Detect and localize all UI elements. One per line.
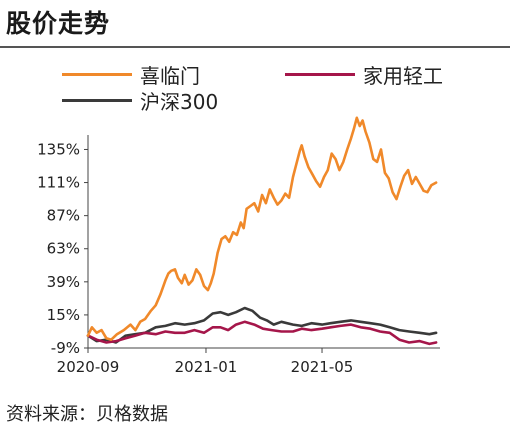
series-line-jiayong [86, 320, 438, 346]
y-tick-label: 87% [47, 207, 80, 225]
y-tick-label: 15% [47, 306, 80, 324]
title-divider [0, 46, 510, 48]
legend-swatch-hs300 [62, 99, 132, 102]
y-tick-label: 63% [47, 240, 80, 258]
legend-item-xilinmen: 喜临门 [62, 60, 200, 89]
y-tick-label: 111% [37, 174, 80, 192]
legend-item-hs300: 沪深300 [62, 86, 218, 115]
series-line-hs300 [86, 306, 438, 344]
legend-label-xilinmen: 喜临门 [140, 64, 200, 88]
series-line-xilinmen [86, 116, 438, 342]
y-tick-label: 135% [37, 140, 80, 158]
legend-item-jiayong: 家用轻工 [285, 60, 443, 89]
x-tick-label: 2021-01 [175, 358, 238, 376]
legend-label-jiayong: 家用轻工 [363, 64, 443, 88]
legend-label-hs300: 沪深300 [140, 90, 219, 114]
legend-swatch-xilinmen [62, 73, 132, 76]
x-tick-label: 2020-09 [57, 358, 120, 376]
page-title: 股价走势 [6, 9, 111, 38]
source-note: 资料来源：贝格数据 [6, 404, 168, 425]
x-tick-label: 2021-05 [291, 358, 354, 376]
legend-swatch-jiayong [285, 73, 355, 76]
y-tick-label: -9% [51, 339, 80, 357]
y-tick-label: 39% [47, 273, 80, 291]
